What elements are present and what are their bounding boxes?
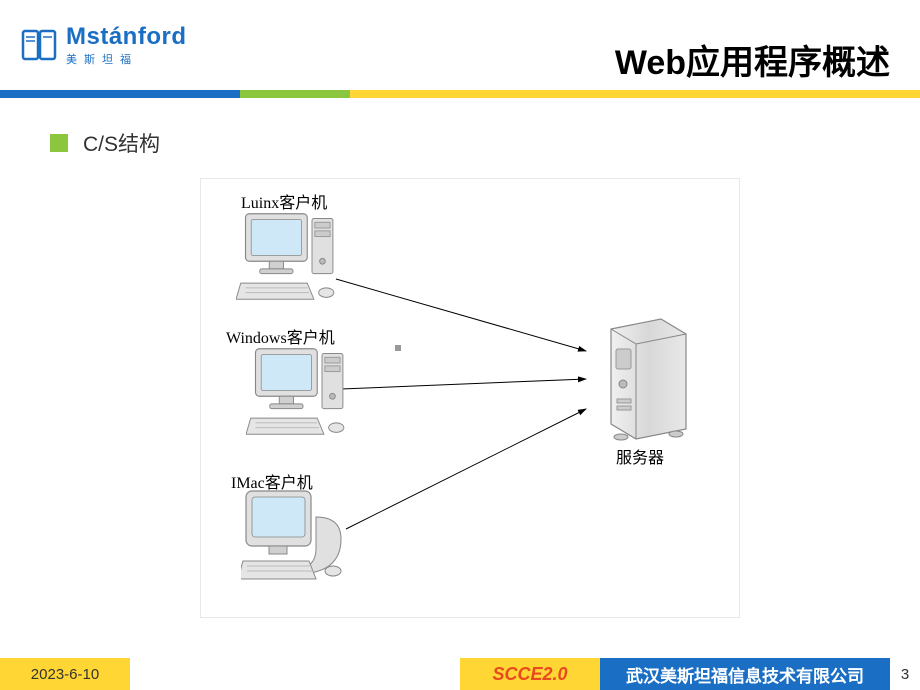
book-icon bbox=[20, 25, 60, 65]
slide-footer: 2023-6-10 SCCE2.0 武汉美斯坦福信息技术有限公司 3 bbox=[0, 658, 920, 690]
accent-bar bbox=[0, 90, 920, 98]
computer-icon bbox=[246, 344, 351, 444]
slide-header: Mstánford 美斯坦福 Web应用程序概述 bbox=[0, 0, 920, 90]
cs-architecture-diagram: Luinx客户机 Windows客户机 bbox=[200, 178, 740, 618]
server-icon bbox=[591, 309, 701, 449]
footer-page-number: 3 bbox=[890, 658, 920, 690]
slide-content: C/S结构 Luinx客户机 Windows客 bbox=[0, 98, 920, 638]
imac-icon bbox=[241, 489, 351, 589]
footer-company: 武汉美斯坦福信息技术有限公司 bbox=[600, 658, 890, 690]
logo-text-sub: 美斯坦福 bbox=[66, 51, 187, 67]
section-heading-text: C/S结构 bbox=[83, 128, 160, 158]
computer-icon bbox=[236, 209, 341, 309]
footer-spacer bbox=[130, 658, 460, 690]
bullet-icon bbox=[50, 134, 68, 152]
footer-scce: SCCE2.0 bbox=[460, 658, 600, 690]
logo-text-main: Mstánford bbox=[66, 23, 187, 51]
footer-date: 2023-6-10 bbox=[0, 658, 130, 690]
section-heading: C/S结构 bbox=[50, 128, 870, 158]
logo: Mstánford 美斯坦福 bbox=[20, 23, 187, 67]
page-title: Web应用程序概述 bbox=[615, 35, 890, 84]
placeholder-dot bbox=[395, 345, 401, 351]
